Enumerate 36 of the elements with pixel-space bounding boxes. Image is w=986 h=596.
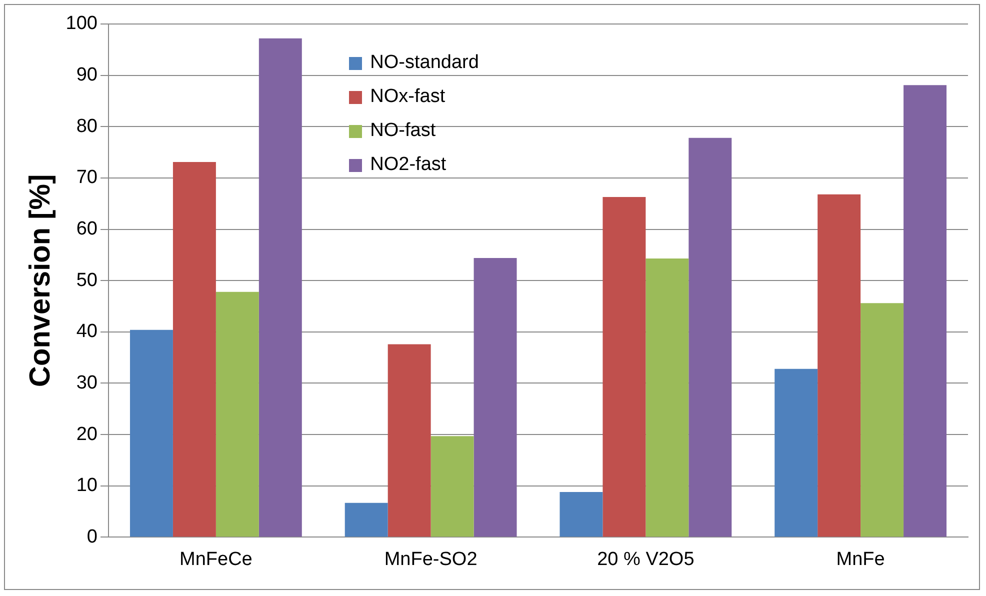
y-tick-label: 100 <box>66 13 98 34</box>
bar <box>688 138 732 537</box>
y-tick-label: 10 <box>76 475 98 496</box>
bar <box>602 196 646 537</box>
y-tick-label: 50 <box>76 270 98 291</box>
x-tick-label: 20 % V2O5 <box>597 548 694 570</box>
y-tick-label: 40 <box>76 321 98 342</box>
x-tick-label: MnFe <box>836 548 885 570</box>
y-axis-title: Conversion [%] <box>24 174 56 387</box>
bar <box>172 162 216 537</box>
x-tick-label: MnFe-SO2 <box>384 548 478 570</box>
y-tick-label: 30 <box>76 372 98 394</box>
bar <box>344 502 388 537</box>
bar <box>430 436 474 537</box>
bar <box>474 258 517 537</box>
bar <box>904 85 947 537</box>
bar <box>818 194 861 537</box>
legend-label: NO-fast <box>370 120 436 142</box>
y-tick-label: 70 <box>76 167 98 188</box>
bar <box>258 38 302 537</box>
x-tick-label: MnFeCe <box>180 548 252 570</box>
bar <box>388 344 431 537</box>
legend-label: NOx-fast <box>370 86 446 108</box>
bar <box>560 492 603 537</box>
bar <box>216 292 259 537</box>
y-tick-label: 90 <box>76 64 98 86</box>
bar <box>860 303 904 537</box>
bar <box>774 368 818 537</box>
bar <box>130 330 173 537</box>
y-tick-label: 0 <box>86 526 98 548</box>
y-tick-label: 60 <box>76 218 98 240</box>
bar <box>646 258 689 537</box>
legend-label: NO2-fast <box>370 154 446 176</box>
legend-label: NO-standard <box>370 52 479 74</box>
y-tick-label: 20 <box>76 424 98 445</box>
y-tick-label: 80 <box>76 116 98 137</box>
